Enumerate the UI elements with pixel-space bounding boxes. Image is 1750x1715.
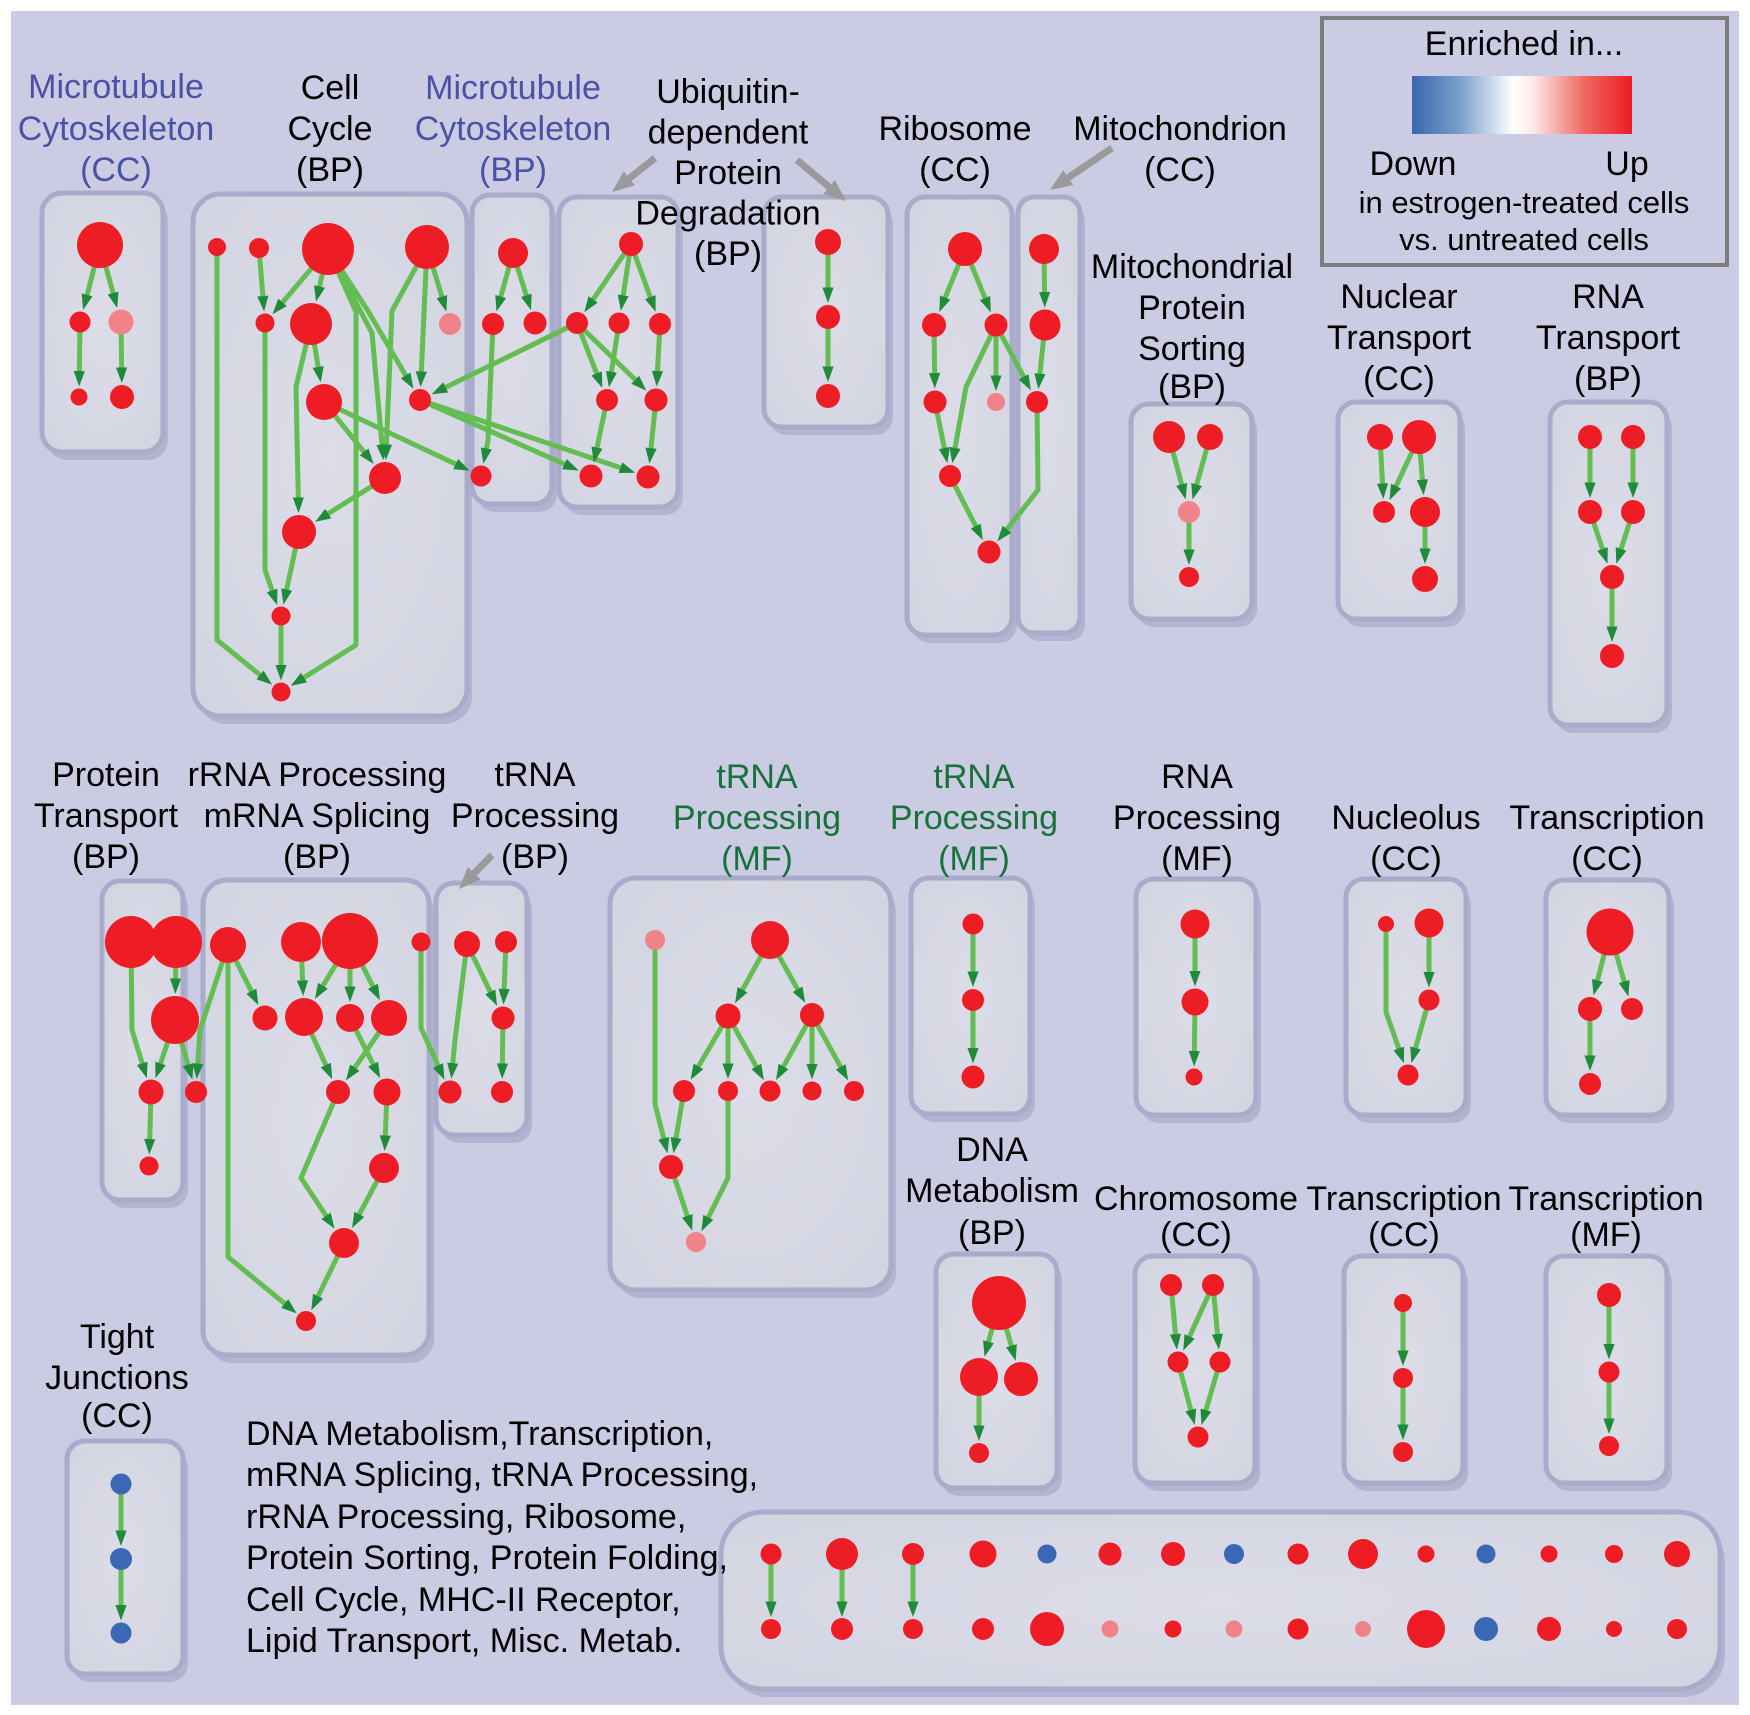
svg-text:Up: Up [1605, 145, 1648, 183]
svg-text:Processing: Processing [890, 799, 1058, 837]
svg-text:(CC): (CC) [1363, 360, 1435, 398]
svg-text:tRNA: tRNA [716, 758, 798, 796]
svg-text:Mitochondrial: Mitochondrial [1091, 248, 1293, 286]
svg-text:Down: Down [1370, 145, 1457, 183]
svg-text:Ribosome: Ribosome [878, 110, 1031, 148]
svg-text:Cycle: Cycle [287, 110, 372, 148]
svg-text:Microtubule: Microtubule [28, 68, 204, 106]
svg-text:(BP): (BP) [501, 838, 569, 876]
svg-text:Transcription: Transcription [1509, 799, 1704, 837]
svg-text:(MF): (MF) [1161, 840, 1233, 878]
svg-text:(MF): (MF) [721, 840, 793, 878]
svg-text:(CC): (CC) [1144, 151, 1216, 189]
svg-text:mRNA Splicing: mRNA Splicing [204, 797, 431, 835]
svg-text:Enriched in...: Enriched in... [1425, 25, 1623, 63]
svg-text:tRNA: tRNA [933, 758, 1015, 796]
svg-text:(CC): (CC) [1571, 840, 1643, 878]
svg-text:Transcription: Transcription [1306, 1180, 1501, 1218]
svg-text:(BP): (BP) [958, 1214, 1026, 1252]
svg-text:Transport: Transport [1327, 319, 1472, 357]
svg-text:Ubiquitin-: Ubiquitin- [656, 73, 800, 111]
svg-text:(MF): (MF) [1570, 1216, 1642, 1254]
svg-text:Degradation: Degradation [635, 195, 820, 233]
svg-text:Processing: Processing [673, 799, 841, 837]
svg-text:Protein: Protein [1138, 289, 1246, 327]
svg-text:Processing: Processing [1113, 799, 1281, 837]
svg-text:(CC): (CC) [1160, 1216, 1232, 1254]
svg-text:Cell: Cell [301, 69, 360, 107]
svg-text:RNA: RNA [1161, 758, 1233, 796]
svg-text:(BP): (BP) [283, 838, 351, 876]
svg-text:(CC): (CC) [1368, 1216, 1440, 1254]
svg-text:dependent: dependent [648, 114, 809, 152]
svg-text:(CC): (CC) [80, 151, 152, 189]
svg-text:Cytoskeleton: Cytoskeleton [415, 110, 612, 148]
svg-text:Mitochondrion: Mitochondrion [1073, 110, 1287, 148]
svg-text:Metabolism: Metabolism [905, 1172, 1079, 1210]
svg-text:Sorting: Sorting [1138, 330, 1246, 368]
svg-text:RNA: RNA [1572, 278, 1644, 316]
svg-text:Protein Sorting, Protein Foldi: Protein Sorting, Protein Folding, [246, 1539, 728, 1577]
svg-text:in estrogen-treated cells: in estrogen-treated cells [1359, 185, 1690, 220]
svg-text:Transport: Transport [1536, 319, 1681, 357]
svg-text:tRNA: tRNA [494, 756, 576, 794]
svg-text:(BP): (BP) [479, 151, 547, 189]
svg-text:DNA: DNA [956, 1131, 1028, 1169]
svg-text:Lipid Transport, Misc. Metab.: Lipid Transport, Misc. Metab. [246, 1622, 683, 1660]
svg-text:Protein: Protein [52, 756, 160, 794]
svg-text:Transcription: Transcription [1508, 1180, 1703, 1218]
svg-text:(CC): (CC) [1370, 840, 1442, 878]
svg-text:Nuclear: Nuclear [1340, 278, 1457, 316]
svg-text:Tight: Tight [80, 1318, 155, 1356]
svg-text:Cell Cycle, MHC-II Receptor,: Cell Cycle, MHC-II Receptor, [246, 1581, 681, 1619]
svg-text:(CC): (CC) [81, 1397, 153, 1435]
svg-text:rRNA Processing, Ribosome,: rRNA Processing, Ribosome, [246, 1498, 686, 1536]
svg-text:(CC): (CC) [919, 151, 991, 189]
svg-text:mRNA Splicing, tRNA Processing: mRNA Splicing, tRNA Processing, [246, 1456, 758, 1494]
svg-text:(BP): (BP) [1574, 360, 1642, 398]
svg-text:(BP): (BP) [296, 151, 364, 189]
svg-text:rRNA Processing: rRNA Processing [188, 756, 447, 794]
svg-text:Chromosome: Chromosome [1094, 1180, 1298, 1218]
svg-text:Processing: Processing [451, 797, 619, 835]
svg-text:Nucleolus: Nucleolus [1331, 799, 1480, 837]
svg-text:Transport: Transport [34, 797, 179, 835]
svg-text:Microtubule: Microtubule [425, 69, 601, 107]
svg-text:(BP): (BP) [1158, 368, 1226, 406]
svg-text:(BP): (BP) [694, 235, 762, 273]
svg-text:Cytoskeleton: Cytoskeleton [18, 110, 215, 148]
svg-text:Protein: Protein [674, 154, 782, 192]
svg-text:DNA Metabolism,Transcription,: DNA Metabolism,Transcription, [246, 1415, 713, 1453]
svg-text:vs. untreated cells: vs. untreated cells [1399, 222, 1649, 257]
svg-text:Junctions: Junctions [45, 1359, 189, 1397]
svg-text:(MF): (MF) [938, 840, 1010, 878]
svg-text:(BP): (BP) [72, 838, 140, 876]
